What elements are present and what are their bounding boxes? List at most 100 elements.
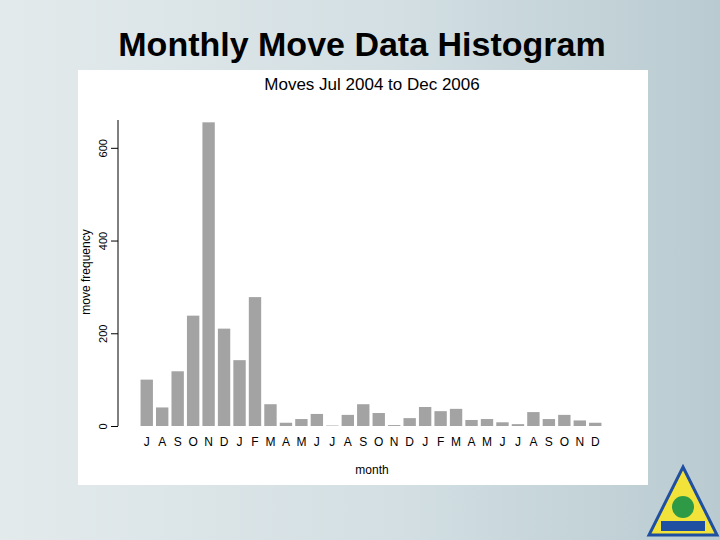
- x-tick: D: [220, 435, 229, 449]
- x-tick: D: [405, 435, 414, 449]
- x-tick: J: [329, 435, 335, 449]
- bar: [311, 414, 323, 426]
- x-tick: O: [560, 435, 569, 449]
- bar: [342, 415, 354, 426]
- x-tick-label: A: [282, 435, 290, 449]
- x-tick: J: [314, 435, 320, 449]
- x-tick-label: S: [545, 435, 553, 449]
- x-tick-label: D: [220, 435, 229, 449]
- x-tick: A: [344, 435, 352, 449]
- x-tick-label: S: [174, 435, 182, 449]
- bar: [558, 415, 570, 426]
- y-axis-title: move frequency: [79, 229, 93, 314]
- bar: [295, 419, 307, 426]
- x-tick-label: S: [359, 435, 367, 449]
- x-tick-label: M: [451, 435, 461, 449]
- x-tick: O: [374, 435, 383, 449]
- bar: [202, 122, 214, 426]
- x-tick-label: A: [158, 435, 166, 449]
- x-tick: O: [188, 435, 197, 449]
- x-tick-label: A: [344, 435, 352, 449]
- bar: [465, 420, 477, 426]
- logo: [649, 467, 717, 535]
- y-tick-label: 0: [97, 423, 109, 429]
- x-axis-title: month: [355, 463, 388, 477]
- y-axis-line: [118, 120, 119, 426]
- bar: [543, 419, 555, 426]
- bar: [156, 407, 168, 426]
- y-axis: 0 200 400 600: [97, 120, 118, 430]
- bar: [171, 371, 183, 426]
- x-tick: A: [282, 435, 290, 449]
- bar: [403, 418, 415, 426]
- bar: [264, 404, 276, 426]
- bar: [434, 411, 446, 426]
- x-tick-label: F: [251, 435, 258, 449]
- logo-triangle: [649, 467, 717, 535]
- x-tick-label: J: [329, 435, 335, 449]
- x-tick-label: O: [374, 435, 383, 449]
- x-tick-label: J: [422, 435, 428, 449]
- y-tick-label: 400: [97, 232, 109, 250]
- x-tick-label: J: [515, 435, 521, 449]
- x-tick-label: O: [188, 435, 197, 449]
- x-tick: J: [237, 435, 243, 449]
- bar: [450, 409, 462, 426]
- x-tick: A: [468, 435, 476, 449]
- x-tick: J: [144, 435, 150, 449]
- y-tick-label: 600: [97, 139, 109, 157]
- x-tick: J: [422, 435, 428, 449]
- x-tick-label: A: [468, 435, 476, 449]
- x-tick-label: A: [529, 435, 537, 449]
- y-tick-mark: [111, 426, 118, 427]
- x-tick-label: M: [482, 435, 492, 449]
- slide-title: Monthly Move Data Histogram: [118, 25, 605, 63]
- bar: [388, 425, 400, 426]
- y-tick-mark: [111, 333, 118, 334]
- bar: [326, 425, 338, 426]
- bar: [187, 316, 199, 426]
- x-tick: M: [296, 435, 306, 449]
- x-tick-label: M: [296, 435, 306, 449]
- chart-title: Moves Jul 2004 to Dec 2006: [264, 75, 479, 94]
- bar: [419, 407, 431, 426]
- x-tick-label: F: [437, 435, 444, 449]
- bar: [280, 423, 292, 426]
- x-tick: F: [437, 435, 444, 449]
- x-tick-label: O: [560, 435, 569, 449]
- bar: [373, 413, 385, 426]
- x-tick-label: J: [314, 435, 320, 449]
- x-tick: A: [158, 435, 166, 449]
- x-tick: J: [515, 435, 521, 449]
- bar: [233, 360, 245, 426]
- logo-globe: [672, 496, 694, 518]
- bar: [589, 423, 601, 426]
- bar: [574, 420, 586, 426]
- x-tick-label: D: [591, 435, 600, 449]
- x-tick-label: N: [390, 435, 399, 449]
- slide: Monthly Move Data Histogram Moves Jul 200…: [0, 0, 720, 540]
- chart-panel: [78, 70, 648, 485]
- x-tick: N: [575, 435, 584, 449]
- x-tick: M: [451, 435, 461, 449]
- x-tick-label: N: [575, 435, 584, 449]
- x-tick-label: J: [144, 435, 150, 449]
- bar: [357, 404, 369, 426]
- bar: [512, 424, 524, 426]
- y-tick: 200: [97, 325, 118, 343]
- y-tick-label: 200: [97, 325, 109, 343]
- x-tick: N: [390, 435, 399, 449]
- y-tick-mark: [111, 241, 118, 242]
- bar: [527, 412, 539, 426]
- x-tick: S: [545, 435, 553, 449]
- y-tick: 0: [97, 423, 118, 429]
- bar: [496, 422, 508, 426]
- x-tick: F: [251, 435, 258, 449]
- y-tick: 400: [97, 232, 118, 250]
- x-tick: S: [174, 435, 182, 449]
- bar: [141, 380, 153, 426]
- x-tick: N: [204, 435, 213, 449]
- logo-band: [661, 521, 705, 531]
- bar: [481, 419, 493, 426]
- x-tick: J: [499, 435, 505, 449]
